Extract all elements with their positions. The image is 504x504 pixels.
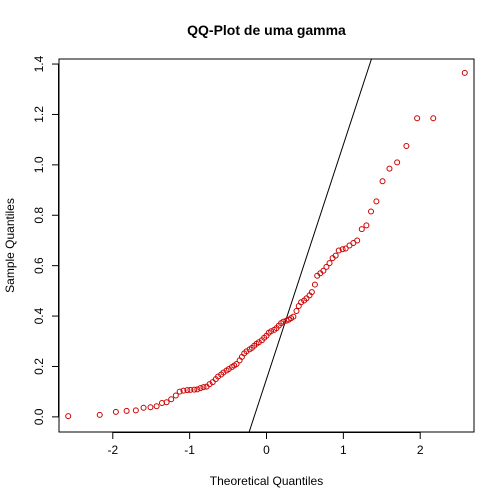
data-point [168, 396, 175, 403]
x-tick-label: 2 [417, 443, 424, 457]
data-point [373, 198, 380, 205]
data-point [379, 178, 386, 185]
data-point [394, 159, 401, 166]
data-point [153, 403, 160, 410]
data-point [326, 260, 333, 267]
x-tick-label: -2 [107, 443, 118, 457]
y-tick-label: 0.2 [32, 358, 46, 375]
data-point [140, 404, 147, 411]
y-tick-label: 1.2 [32, 106, 46, 123]
data-point [414, 115, 421, 122]
data-point [194, 386, 201, 393]
data-point [191, 386, 198, 393]
data-point [163, 399, 170, 406]
data-point [280, 318, 287, 325]
y-tick-label: 1.4 [32, 55, 46, 72]
data-point [335, 247, 342, 254]
data-point [172, 392, 179, 399]
data-point [233, 360, 240, 367]
data-point [123, 407, 130, 414]
data-point [430, 115, 437, 122]
y-tick-label: 1.0 [32, 156, 46, 173]
data-point [308, 289, 315, 296]
data-point [323, 263, 330, 270]
data-point [268, 328, 275, 335]
data-point [96, 411, 103, 418]
y-axis-label: Sample Quantiles [3, 198, 17, 293]
data-point [354, 237, 361, 244]
y-tick-label: 0.4 [32, 307, 46, 324]
x-axis: -2 -1 0 1 2 [107, 432, 424, 457]
data-point [176, 388, 183, 395]
data-point [184, 387, 191, 394]
x-tick-label: -1 [184, 443, 195, 457]
data-point [65, 413, 72, 420]
data-point [320, 267, 327, 274]
y-axis: 0.0 0.2 0.4 0.6 0.8 1.0 1.2 1.4 [32, 55, 59, 425]
chart-title: QQ-Plot de uma gamma [187, 22, 346, 38]
data-point [363, 222, 370, 229]
data-point [180, 387, 187, 394]
x-tick-label: 0 [263, 443, 270, 457]
data-point [386, 165, 393, 172]
x-tick-label: 1 [340, 443, 347, 457]
data-point [311, 281, 318, 288]
data-point [461, 69, 468, 76]
data-point [303, 295, 310, 302]
data-point [200, 384, 207, 391]
data-point [209, 379, 216, 386]
data-point [342, 245, 349, 252]
data-point [339, 246, 346, 253]
data-point [293, 308, 300, 315]
data-point [197, 385, 204, 392]
data-point [358, 226, 365, 233]
y-tick-label: 0.6 [32, 257, 46, 274]
data-points [65, 69, 468, 420]
data-point [112, 408, 119, 415]
y-tick-label: 0.0 [32, 408, 46, 425]
data-point [147, 404, 154, 411]
data-point [298, 299, 305, 306]
x-axis-label: Theoretical Quantiles [210, 474, 323, 488]
y-tick-label: 0.8 [32, 207, 46, 224]
data-point [187, 386, 194, 393]
data-point [332, 252, 339, 259]
data-point [290, 313, 297, 320]
data-point [368, 208, 375, 215]
data-point [403, 142, 410, 149]
data-point [132, 407, 139, 414]
